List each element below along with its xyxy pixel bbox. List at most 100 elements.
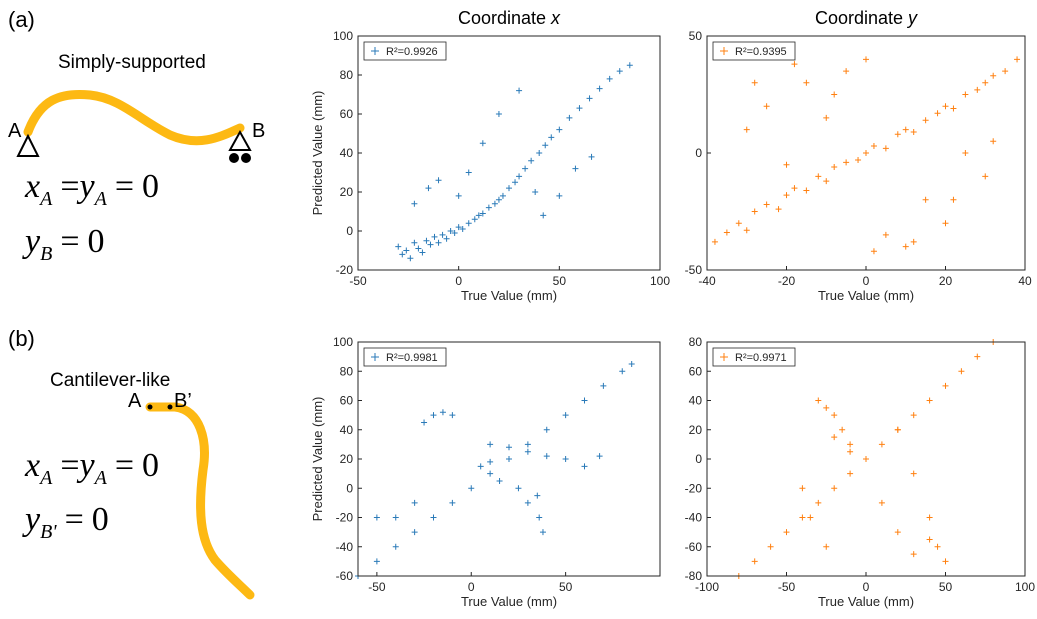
point: [855, 157, 862, 164]
y-tick-label: 20: [689, 423, 703, 437]
point: [524, 448, 531, 455]
point: [495, 111, 502, 117]
point: [990, 72, 997, 79]
equation-token: A: [38, 467, 53, 489]
point: [926, 397, 933, 404]
point: [485, 204, 492, 211]
point: [447, 228, 454, 234]
point: [562, 456, 569, 462]
point: [536, 514, 543, 521]
point: [863, 56, 869, 63]
point: [711, 238, 718, 245]
point: [735, 220, 742, 227]
point: [910, 470, 917, 477]
roller: [241, 153, 251, 163]
point: [576, 105, 583, 112]
point: [423, 237, 430, 244]
equation: yB' = 0: [22, 501, 109, 543]
point: [373, 558, 380, 565]
x-tick-label: 20: [939, 274, 953, 288]
point: [831, 434, 838, 441]
equation-token: 0: [142, 168, 159, 205]
point: [751, 208, 758, 215]
point: [799, 514, 806, 521]
point: [431, 233, 438, 240]
point: [783, 161, 790, 168]
point: [403, 247, 410, 254]
point: [465, 220, 472, 227]
point: [982, 79, 989, 86]
point: [524, 499, 531, 506]
point: [411, 200, 418, 207]
point: [619, 368, 626, 375]
point-label: A: [8, 120, 22, 142]
point: [548, 134, 555, 141]
point: [430, 412, 437, 419]
equation-token: =: [115, 447, 134, 484]
equation-token: B': [40, 521, 57, 543]
point: [974, 353, 981, 360]
point: [455, 192, 462, 199]
point: [427, 241, 434, 248]
point: [910, 551, 917, 558]
x-tick-label: 50: [939, 580, 953, 594]
point: [443, 235, 450, 242]
y-tick-label: 50: [689, 29, 703, 43]
y-tick-label: -80: [685, 569, 703, 583]
point: [506, 456, 512, 462]
point: [532, 189, 539, 195]
point: [878, 499, 885, 506]
point: [847, 470, 854, 477]
point: [926, 514, 933, 521]
legend-label: R²=0.9926: [386, 46, 438, 58]
point: [743, 126, 750, 133]
diagram-title: Cantilever-like: [50, 370, 170, 391]
point: [556, 192, 563, 199]
point: [435, 239, 442, 246]
point: [831, 412, 838, 419]
point: [395, 243, 402, 250]
legend-marker: [720, 353, 728, 361]
point: [878, 441, 885, 448]
y-tick-label: 20: [340, 185, 354, 199]
x-tick-label: 0: [863, 274, 870, 288]
equation-token: x: [24, 447, 40, 484]
point: [974, 86, 981, 93]
point: [487, 458, 494, 465]
point: [496, 477, 503, 484]
point: [606, 75, 613, 82]
point: [847, 448, 854, 455]
equation: xA =yA = 0: [24, 447, 159, 489]
x-axis-label: True Value (mm): [818, 288, 914, 303]
y-tick-label: 60: [340, 107, 354, 121]
point: [863, 456, 869, 462]
title-variable: x: [550, 8, 561, 28]
point: [894, 529, 901, 536]
y-tick-label: 100: [333, 335, 353, 349]
x-tick-label: 50: [559, 580, 573, 594]
legend-box: [712, 41, 796, 61]
point: [516, 173, 523, 180]
x-tick-label: 100: [650, 274, 670, 288]
pin-support: [16, 133, 40, 157]
point: [407, 255, 414, 262]
point: [803, 79, 810, 86]
equation: xA =yA = 0: [24, 168, 159, 210]
legend-marker: [371, 353, 379, 361]
point: [411, 239, 418, 246]
point: [471, 216, 478, 223]
point: [751, 558, 758, 565]
point: [491, 200, 498, 207]
equation-token: =: [60, 223, 79, 260]
point: [803, 187, 810, 194]
point: [958, 368, 965, 375]
point: [942, 220, 949, 227]
point: [942, 103, 949, 110]
point: [581, 463, 588, 470]
point: [499, 192, 506, 199]
point: [894, 426, 901, 433]
point: [942, 382, 949, 389]
point: [392, 543, 399, 550]
point: [562, 412, 569, 419]
